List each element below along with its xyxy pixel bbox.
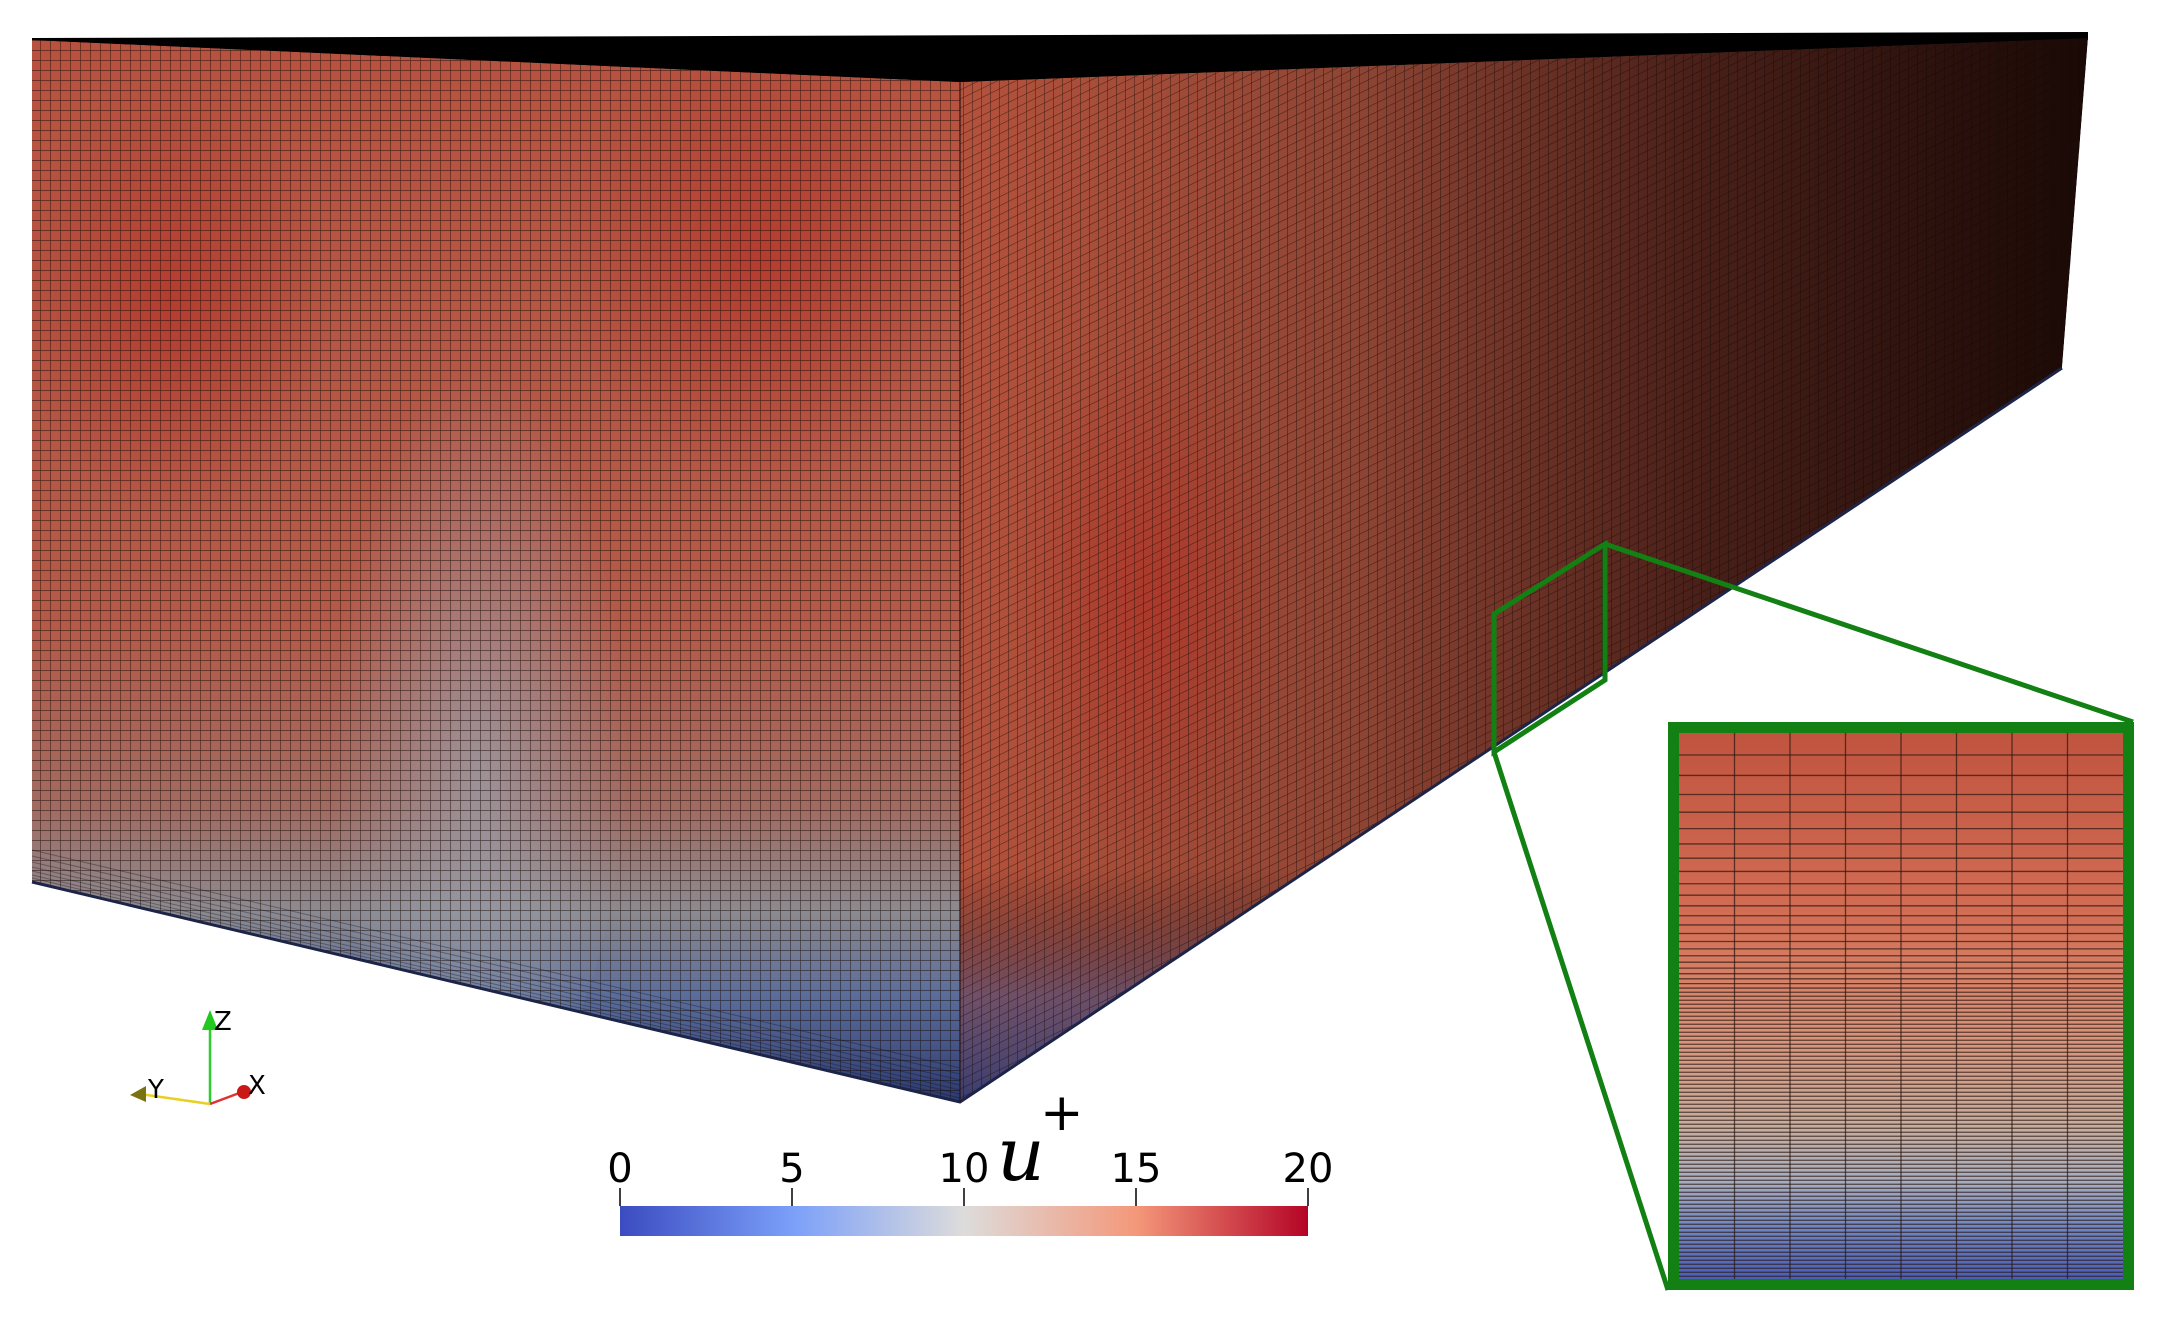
z-axis-arrow-icon xyxy=(202,1010,218,1030)
y-axis-arrow-icon xyxy=(130,1086,146,1102)
colorbar-title-superscript: + xyxy=(1040,1083,1084,1143)
x-axis-arrow-icon xyxy=(237,1085,251,1099)
x-axis-label: X xyxy=(248,1071,266,1101)
z-axis-label: Z xyxy=(214,1007,232,1037)
orientation-axes: Z X Y xyxy=(130,1007,266,1106)
box-front-face xyxy=(32,40,960,1102)
colorbar-tick-label: 0 xyxy=(607,1146,632,1192)
zoom-region-marker xyxy=(1491,539,2134,1291)
colorbar-tick-label: 10 xyxy=(939,1146,990,1192)
colorbar-title: u xyxy=(997,1112,1045,1198)
colorbar-tick-label: 15 xyxy=(1111,1146,1162,1192)
colorbar-tick-label: 20 xyxy=(1283,1146,1334,1192)
y-axis-label: Y xyxy=(147,1075,164,1105)
colorbar: u + 0 5 10 15 20 xyxy=(607,1083,1333,1236)
colorbar-gradient xyxy=(620,1206,1308,1236)
colorbar-ticks: 0 5 10 15 20 xyxy=(607,1146,1333,1206)
colorbar-tick-label: 5 xyxy=(779,1146,804,1192)
zoom-inset xyxy=(1668,722,2134,1290)
inset-mesh xyxy=(1679,733,2123,1279)
